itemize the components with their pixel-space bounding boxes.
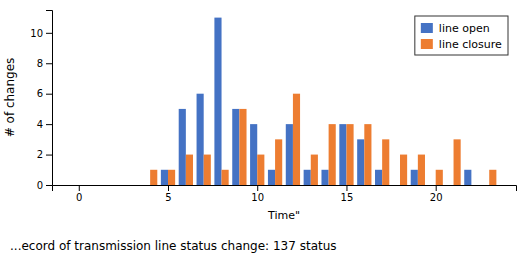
tick-mark [46,124,52,125]
tick: 10 [30,28,52,39]
bar [304,170,311,185]
x-axis: 0 5 10 15 20 [53,185,517,203]
x-axis-title: Time" [267,209,300,222]
tick: 4 [37,119,52,130]
tick-mark [79,185,80,191]
bar [464,170,471,185]
bar [400,155,407,185]
bar [471,185,478,186]
y-axis: 0 2 4 6 8 10 [30,11,52,191]
bar [346,124,353,185]
tick-mark [168,185,169,191]
plot: 051015200246810Time"line openline closur… [30,11,516,223]
bar-series [161,18,472,185]
tick: 2 [37,149,52,160]
bar [250,124,257,185]
bar [214,18,221,185]
bar [293,94,300,185]
bar-series [150,94,496,185]
bar [311,155,318,185]
bar [168,170,175,185]
legend-swatch [421,39,433,49]
tick-mark [46,94,52,95]
bar [375,170,382,185]
bar [161,170,168,185]
tick-label: 10 [30,28,43,39]
tick: 20 [430,185,443,203]
bar [150,170,157,185]
legend-frame [415,16,508,55]
tick: 15 [341,185,354,203]
bar [454,139,461,185]
tick-mark [46,63,52,64]
bar [232,109,239,185]
legend-label: line closure [439,38,502,51]
tick-label: 10 [251,192,264,203]
bar [436,170,443,185]
tick-label: 4 [37,119,43,130]
tick: 10 [251,185,264,203]
bar [186,155,193,185]
legend-swatch [421,23,433,33]
tick-label: 15 [341,192,354,203]
caption: ...ecord of transmission line status cha… [10,239,337,253]
tick-mark [46,155,52,156]
tick-label: 0 [76,192,82,203]
bar [382,139,389,185]
legend-item: line closure [421,38,502,51]
chart: 051015200246810Time"line openline closur… [0,0,528,270]
bar [429,185,436,186]
tick-label: 5 [165,192,171,203]
tick-label: 0 [37,180,43,191]
tick-label: 20 [430,192,443,203]
bar [239,109,246,185]
bar [286,124,293,185]
bar [222,170,229,185]
bar [275,139,282,185]
tick: 5 [165,185,171,203]
axis-line [46,11,53,186]
bar [268,170,275,185]
tick-label: 6 [37,88,43,99]
bar [357,139,364,185]
tick-mark [436,185,437,191]
bar [482,185,489,186]
bar [418,155,425,185]
legend-label: line open [439,22,490,35]
tick-label: 2 [37,149,43,160]
tick-mark [46,33,52,34]
bar [197,94,204,185]
bar [393,185,400,186]
bar [446,185,453,186]
tick: 0 [76,185,82,203]
bar [329,124,336,185]
bar [339,124,346,185]
legend: line open line closure [415,16,508,55]
bar [179,109,186,185]
bar [364,124,371,185]
axis-line [53,186,517,192]
tick-mark [346,185,347,191]
bar [411,170,418,185]
tick: 8 [37,58,52,69]
bar [257,155,264,185]
tick-label: 8 [37,58,43,69]
tick: 6 [37,88,52,99]
tick: 0 [37,180,52,191]
tick-mark [257,185,258,191]
bar [321,170,328,185]
y-axis-title: # of changes [3,58,17,138]
bar [204,155,211,185]
tick-mark [46,185,52,186]
legend-item: line open [421,22,490,35]
bar [489,170,496,185]
